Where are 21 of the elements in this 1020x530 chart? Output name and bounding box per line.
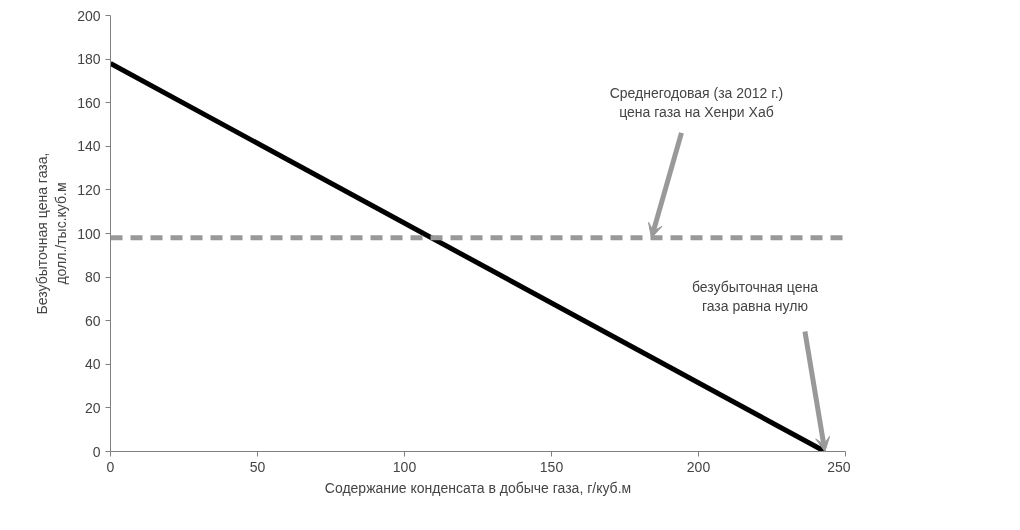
y-tick-label: 140 (77, 138, 101, 155)
x-tick-label: 200 (686, 458, 711, 475)
y-tick-label: 60 (84, 312, 101, 329)
annotation: безубыточная цена газа равна нулю (691, 278, 819, 315)
y-tick-label: 20 (84, 399, 101, 416)
y-tick-label: 40 (84, 356, 101, 373)
y-axis-title: Безубыточная цена газа, долл./тыс.куб.м (33, 152, 70, 315)
x-tick-label: 0 (106, 458, 115, 475)
x-tick-label: 150 (539, 458, 564, 475)
annotation: Среднегодовая (за 2012 г.) цена газа на Хенри Хаб (609, 85, 784, 121)
x-tick-label: 250 (827, 458, 851, 475)
y-tick-label: 160 (77, 94, 101, 111)
y-tick-label: 100 (77, 225, 101, 242)
y-tick-label: 200 (77, 7, 101, 24)
y-tick-label: 120 (77, 181, 101, 198)
y-tick-label: 0 (92, 443, 101, 460)
y-tick-label: 180 (77, 51, 101, 68)
y-tick-label: 80 (84, 269, 101, 286)
x-axis-title: Содержание конденсата в добыче газа, г/куб.м (324, 479, 632, 496)
x-tick-label: 100 (392, 458, 417, 475)
x-tick-label: 50 (249, 458, 266, 475)
